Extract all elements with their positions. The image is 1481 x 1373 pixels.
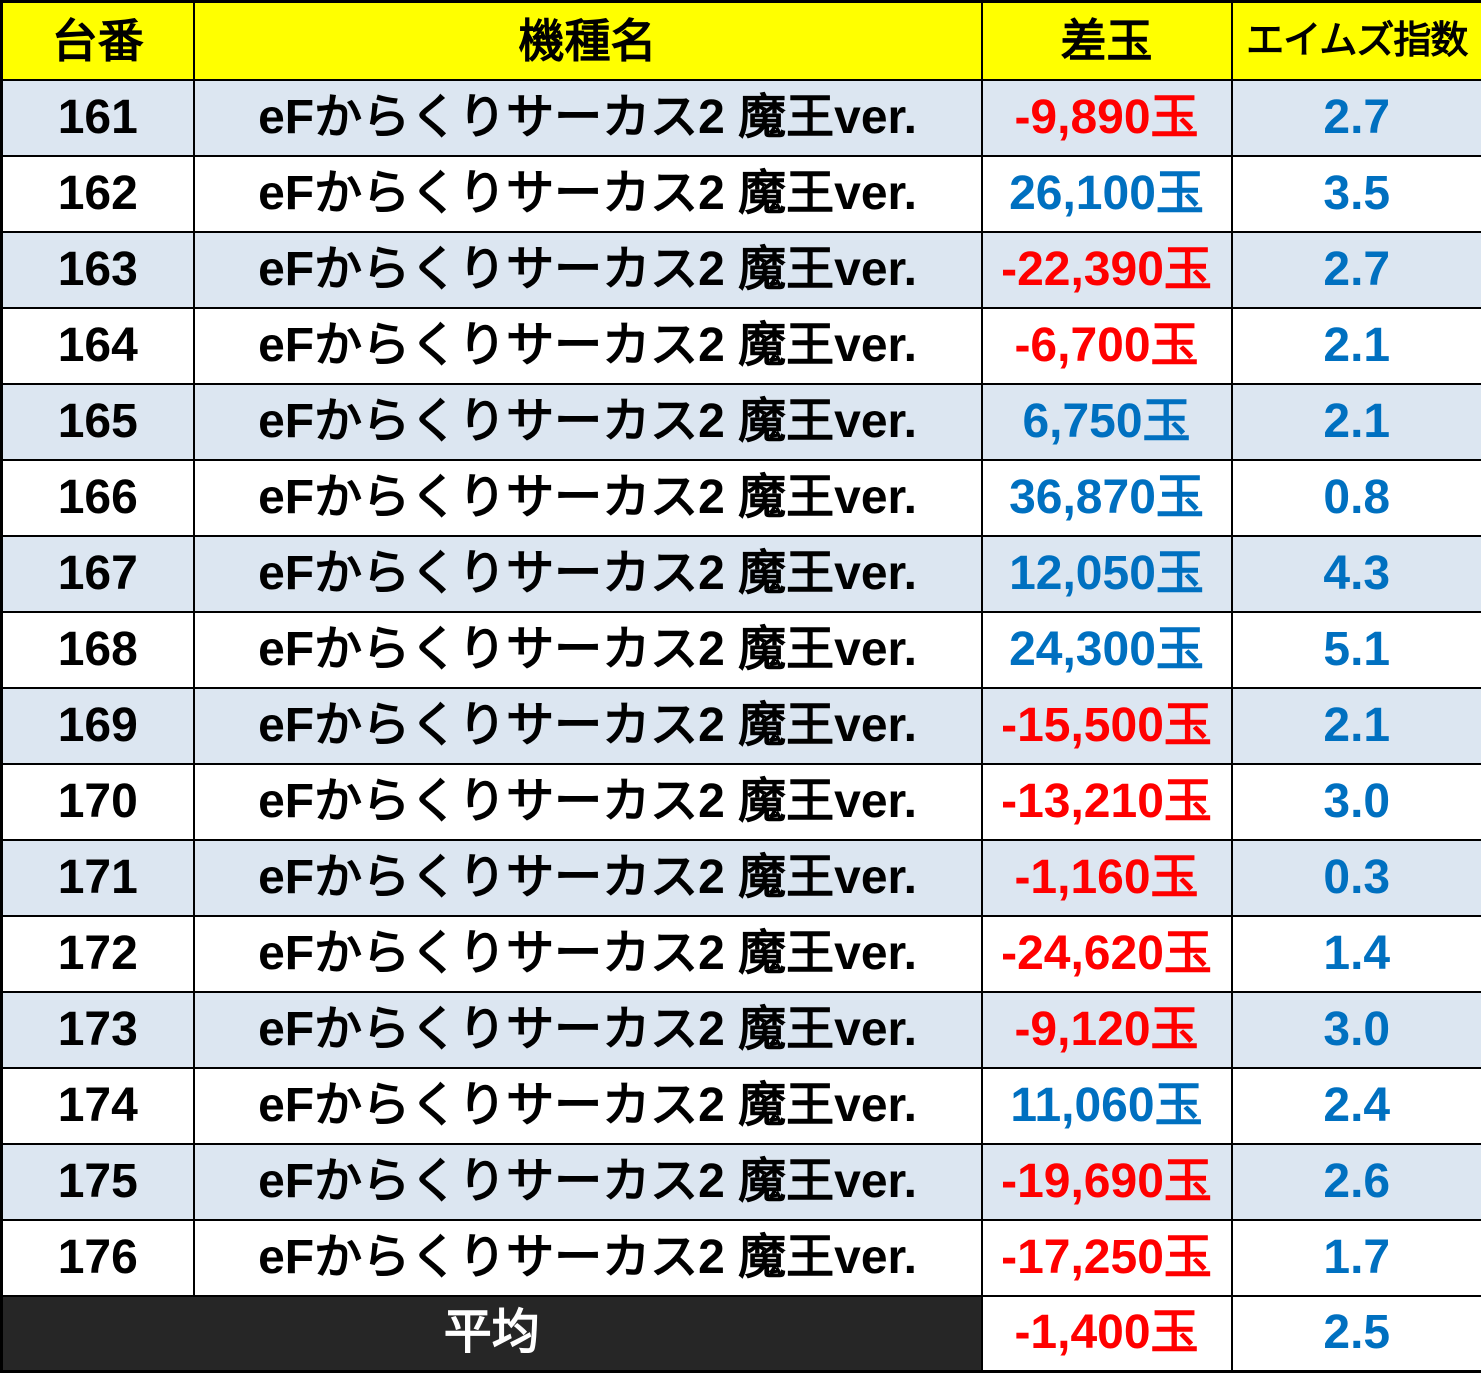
machine-number-cell: 164 bbox=[2, 308, 194, 384]
table-row: 163 eFからくりサーカス2 魔王ver. -22,390玉 2.7 bbox=[2, 232, 1481, 308]
aims-index-cell: 2.1 bbox=[1232, 688, 1481, 764]
machine-number-cell: 168 bbox=[2, 612, 194, 688]
model-name-cell: eFからくりサーカス2 魔王ver. bbox=[194, 156, 982, 232]
aims-index-cell: 2.7 bbox=[1232, 232, 1481, 308]
machine-number-cell: 176 bbox=[2, 1220, 194, 1296]
table-row: 172 eFからくりサーカス2 魔王ver. -24,620玉 1.4 bbox=[2, 916, 1481, 992]
table-row: 162 eFからくりサーカス2 魔王ver. 26,100玉 3.5 bbox=[2, 156, 1481, 232]
diff-balls-cell: 12,050玉 bbox=[982, 536, 1232, 612]
average-row: 平均 -1,400玉 2.5 bbox=[2, 1296, 1481, 1372]
diff-balls-cell: 6,750玉 bbox=[982, 384, 1232, 460]
model-name-cell: eFからくりサーカス2 魔王ver. bbox=[194, 384, 982, 460]
model-name-cell: eFからくりサーカス2 魔王ver. bbox=[194, 80, 982, 156]
table-row: 161 eFからくりサーカス2 魔王ver. -9,890玉 2.7 bbox=[2, 80, 1481, 156]
diff-balls-cell: -9,120玉 bbox=[982, 992, 1232, 1068]
diff-balls-cell: -13,210玉 bbox=[982, 764, 1232, 840]
table-footer: 平均 -1,400玉 2.5 bbox=[2, 1296, 1481, 1372]
diff-balls-cell: -22,390玉 bbox=[982, 232, 1232, 308]
machine-number-cell: 170 bbox=[2, 764, 194, 840]
aims-index-cell: 3.0 bbox=[1232, 992, 1481, 1068]
machine-number-cell: 173 bbox=[2, 992, 194, 1068]
average-label-cell: 平均 bbox=[2, 1296, 982, 1372]
header-aims-index: エイムズ指数 bbox=[1232, 2, 1481, 80]
model-name-cell: eFからくりサーカス2 魔王ver. bbox=[194, 916, 982, 992]
machine-number-cell: 167 bbox=[2, 536, 194, 612]
table-header: 台番 機種名 差玉 エイムズ指数 bbox=[2, 2, 1481, 80]
model-name-cell: eFからくりサーカス2 魔王ver. bbox=[194, 536, 982, 612]
header-row: 台番 機種名 差玉 エイムズ指数 bbox=[2, 2, 1481, 80]
aims-index-cell: 5.1 bbox=[1232, 612, 1481, 688]
diff-balls-cell: -24,620玉 bbox=[982, 916, 1232, 992]
model-name-cell: eFからくりサーカス2 魔王ver. bbox=[194, 1220, 982, 1296]
model-name-cell: eFからくりサーカス2 魔王ver. bbox=[194, 1068, 982, 1144]
header-machine-number: 台番 bbox=[2, 2, 194, 80]
table-row: 164 eFからくりサーカス2 魔王ver. -6,700玉 2.1 bbox=[2, 308, 1481, 384]
machine-number-cell: 163 bbox=[2, 232, 194, 308]
machine-number-cell: 175 bbox=[2, 1144, 194, 1220]
header-diff-balls: 差玉 bbox=[982, 2, 1232, 80]
table-row: 175 eFからくりサーカス2 魔王ver. -19,690玉 2.6 bbox=[2, 1144, 1481, 1220]
aims-index-cell: 1.4 bbox=[1232, 916, 1481, 992]
aims-index-cell: 2.7 bbox=[1232, 80, 1481, 156]
table-row: 169 eFからくりサーカス2 魔王ver. -15,500玉 2.1 bbox=[2, 688, 1481, 764]
model-name-cell: eFからくりサーカス2 魔王ver. bbox=[194, 1144, 982, 1220]
aims-index-cell: 3.0 bbox=[1232, 764, 1481, 840]
average-aims-index-cell: 2.5 bbox=[1232, 1296, 1481, 1372]
table-row: 173 eFからくりサーカス2 魔王ver. -9,120玉 3.0 bbox=[2, 992, 1481, 1068]
machine-number-cell: 166 bbox=[2, 460, 194, 536]
table-row: 167 eFからくりサーカス2 魔王ver. 12,050玉 4.3 bbox=[2, 536, 1481, 612]
table-row: 168 eFからくりサーカス2 魔王ver. 24,300玉 5.1 bbox=[2, 612, 1481, 688]
diff-balls-cell: -17,250玉 bbox=[982, 1220, 1232, 1296]
table-row: 171 eFからくりサーカス2 魔王ver. -1,160玉 0.3 bbox=[2, 840, 1481, 916]
model-name-cell: eFからくりサーカス2 魔王ver. bbox=[194, 688, 982, 764]
diff-balls-cell: -6,700玉 bbox=[982, 308, 1232, 384]
machine-number-cell: 165 bbox=[2, 384, 194, 460]
machine-number-cell: 169 bbox=[2, 688, 194, 764]
table-row: 176 eFからくりサーカス2 魔王ver. -17,250玉 1.7 bbox=[2, 1220, 1481, 1296]
aims-index-cell: 3.5 bbox=[1232, 156, 1481, 232]
table-row: 174 eFからくりサーカス2 魔王ver. 11,060玉 2.4 bbox=[2, 1068, 1481, 1144]
diff-balls-cell: -19,690玉 bbox=[982, 1144, 1232, 1220]
machine-number-cell: 161 bbox=[2, 80, 194, 156]
diff-balls-cell: 24,300玉 bbox=[982, 612, 1232, 688]
diff-balls-cell: -1,160玉 bbox=[982, 840, 1232, 916]
model-name-cell: eFからくりサーカス2 魔王ver. bbox=[194, 308, 982, 384]
header-model-name: 機種名 bbox=[194, 2, 982, 80]
model-name-cell: eFからくりサーカス2 魔王ver. bbox=[194, 460, 982, 536]
model-name-cell: eFからくりサーカス2 魔王ver. bbox=[194, 232, 982, 308]
machine-number-cell: 174 bbox=[2, 1068, 194, 1144]
diff-balls-cell: 11,060玉 bbox=[982, 1068, 1232, 1144]
average-diff-balls-cell: -1,400玉 bbox=[982, 1296, 1232, 1372]
model-name-cell: eFからくりサーカス2 魔王ver. bbox=[194, 764, 982, 840]
machine-number-cell: 171 bbox=[2, 840, 194, 916]
model-name-cell: eFからくりサーカス2 魔王ver. bbox=[194, 840, 982, 916]
diff-balls-cell: -9,890玉 bbox=[982, 80, 1232, 156]
aims-index-cell: 2.4 bbox=[1232, 1068, 1481, 1144]
aims-index-cell: 1.7 bbox=[1232, 1220, 1481, 1296]
diff-balls-cell: -15,500玉 bbox=[982, 688, 1232, 764]
machine-number-cell: 172 bbox=[2, 916, 194, 992]
table-row: 165 eFからくりサーカス2 魔王ver. 6,750玉 2.1 bbox=[2, 384, 1481, 460]
diff-balls-cell: 36,870玉 bbox=[982, 460, 1232, 536]
model-name-cell: eFからくりサーカス2 魔王ver. bbox=[194, 992, 982, 1068]
aims-index-cell: 4.3 bbox=[1232, 536, 1481, 612]
table-row: 166 eFからくりサーカス2 魔王ver. 36,870玉 0.8 bbox=[2, 460, 1481, 536]
aims-index-cell: 2.6 bbox=[1232, 1144, 1481, 1220]
machine-number-cell: 162 bbox=[2, 156, 194, 232]
diff-balls-cell: 26,100玉 bbox=[982, 156, 1232, 232]
aims-index-cell: 2.1 bbox=[1232, 384, 1481, 460]
aims-index-cell: 2.1 bbox=[1232, 308, 1481, 384]
table-body: 161 eFからくりサーカス2 魔王ver. -9,890玉 2.7 162 e… bbox=[2, 80, 1481, 1296]
aims-index-cell: 0.8 bbox=[1232, 460, 1481, 536]
table-row: 170 eFからくりサーカス2 魔王ver. -13,210玉 3.0 bbox=[2, 764, 1481, 840]
model-name-cell: eFからくりサーカス2 魔王ver. bbox=[194, 612, 982, 688]
aims-index-cell: 0.3 bbox=[1232, 840, 1481, 916]
